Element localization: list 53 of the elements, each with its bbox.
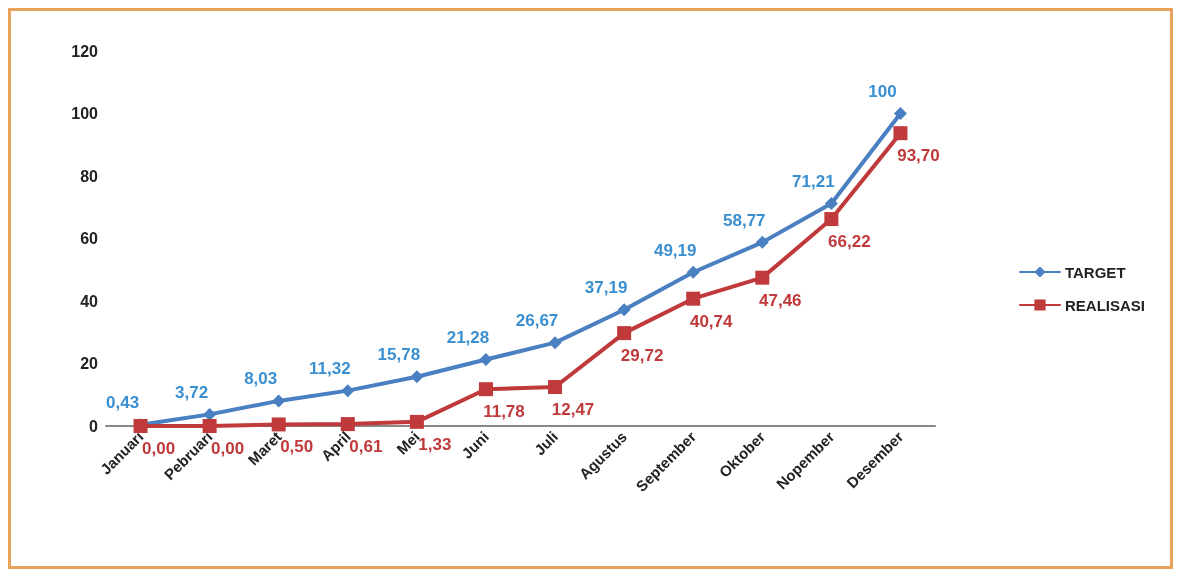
data-label: 15,78: [377, 345, 421, 365]
data-label: 11,78: [483, 402, 525, 422]
point: [686, 265, 700, 279]
point: [271, 417, 286, 432]
y-tick-label: 80: [80, 167, 99, 185]
data-label: 12,47: [551, 400, 595, 420]
point: [893, 126, 908, 141]
point: [824, 196, 838, 210]
y-tick-label: 40: [80, 292, 99, 310]
point: [755, 235, 769, 249]
data-label: 71,21: [792, 171, 835, 191]
data-label: 11,32: [308, 359, 351, 379]
data-label: 21,28: [446, 328, 490, 347]
point: [341, 384, 355, 398]
data-label: 58,77: [723, 210, 766, 230]
point: [410, 370, 424, 384]
y-tick-label: 20: [80, 355, 99, 372]
point: [202, 419, 217, 433]
point: [548, 336, 562, 350]
data-label: 100: [868, 82, 897, 101]
data-label: 0,00: [211, 439, 245, 458]
point: [548, 380, 563, 395]
point: [479, 353, 493, 366]
point: [617, 303, 631, 317]
point: [203, 407, 217, 421]
y-tick-label: 120: [71, 42, 99, 60]
legend-label: TARGET: [1064, 263, 1126, 281]
data-label: 0,43: [105, 393, 140, 413]
point: [824, 212, 839, 227]
legend-label: REALISASI: [1064, 296, 1146, 314]
data-label: 3,72: [175, 382, 209, 402]
point: [755, 270, 770, 285]
data-label: 26,67: [515, 311, 559, 331]
data-label: 29,72: [620, 346, 664, 366]
data-label: 93,70: [897, 146, 940, 166]
data-label: 8,03: [244, 369, 278, 389]
data-label: 40,74: [689, 311, 734, 331]
x-tick-label: Juli: [530, 427, 562, 459]
y-tick-label: 60: [80, 230, 99, 247]
point: [272, 394, 286, 408]
data-label: 37,19: [584, 278, 628, 298]
point: [617, 326, 632, 341]
point: [686, 291, 701, 306]
data-label: 47,46: [759, 290, 802, 310]
point: [478, 382, 493, 397]
data-label: 49,19: [653, 240, 697, 260]
data-label: 66,22: [828, 232, 871, 252]
point: [340, 417, 355, 432]
point: [409, 414, 424, 429]
point: [893, 107, 907, 120]
data-label: 1,33: [418, 434, 452, 454]
y-tick-label: 100: [71, 105, 99, 122]
y-tick-label: 0: [89, 417, 99, 435]
